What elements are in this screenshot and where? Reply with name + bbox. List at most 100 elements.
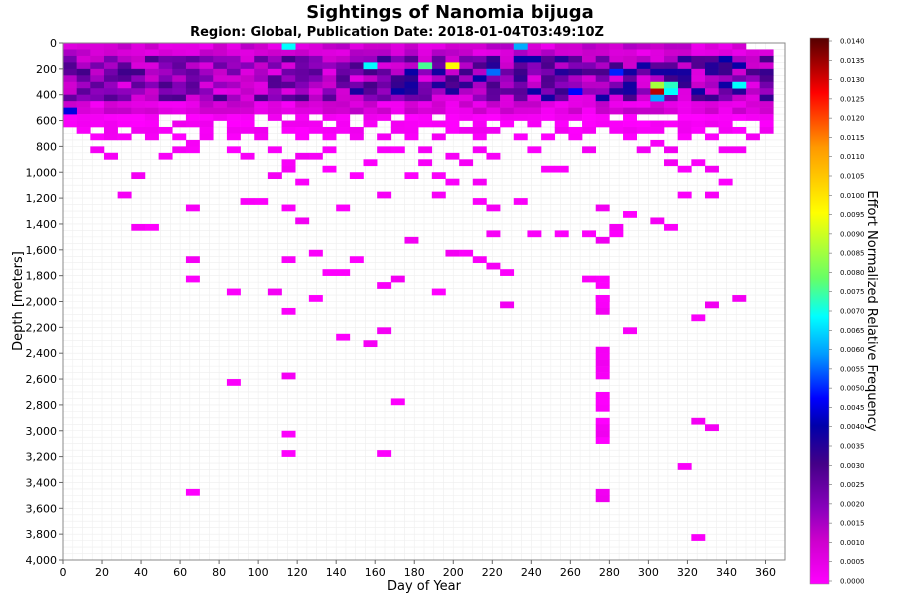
- heatmap-cell: [759, 49, 774, 57]
- heatmap-cell: [431, 62, 446, 70]
- heatmap-cell: [636, 146, 651, 154]
- heatmap-cell: [704, 165, 719, 173]
- heatmap-cell: [582, 94, 597, 102]
- heatmap-cell: [144, 88, 159, 95]
- heatmap-cell: [336, 107, 351, 115]
- heatmap-cell: [90, 133, 105, 141]
- heatmap-cell: [117, 107, 132, 115]
- heatmap-cell: [595, 62, 610, 70]
- heatmap-cell: [636, 49, 651, 57]
- heatmap-cell: [199, 75, 214, 83]
- heatmap-cell: [322, 75, 337, 83]
- heatmap-cell: [554, 55, 569, 63]
- colorbar-tick-label: 0.0085: [840, 250, 865, 258]
- heatmap-cell: [759, 62, 774, 70]
- y-tick-label: 600: [36, 115, 57, 128]
- heatmap-cell: [732, 43, 747, 50]
- heatmap-cell: [377, 88, 392, 95]
- heatmap-cell: [486, 204, 501, 212]
- heatmap-cell: [199, 55, 214, 63]
- y-tick-label: 1,800: [26, 270, 58, 283]
- heatmap-cell: [90, 68, 105, 76]
- y-axis-label: Depth [meters]: [11, 251, 26, 351]
- heatmap-cell: [595, 236, 610, 244]
- heatmap-cell: [431, 55, 446, 63]
- heatmap-cell: [527, 146, 542, 154]
- heatmap-cell: [404, 114, 419, 121]
- heatmap-cell: [568, 114, 583, 121]
- heatmap-cell: [281, 62, 296, 70]
- heatmap-cell: [445, 114, 460, 121]
- heatmap-cell: [144, 223, 159, 231]
- heatmap-cell: [226, 88, 241, 95]
- heatmap-cell: [459, 127, 474, 134]
- heatmap-cell: [595, 391, 610, 399]
- x-tick-label: 300: [638, 566, 659, 579]
- heatmap-cell: [445, 88, 460, 95]
- heatmap-cell: [459, 94, 474, 102]
- heatmap-cell: [527, 230, 542, 238]
- heatmap-cell: [281, 75, 296, 83]
- heatmap-cell: [363, 68, 378, 76]
- heatmap-cell: [90, 88, 105, 95]
- heatmap-cell: [595, 107, 610, 115]
- heatmap-cell: [691, 417, 706, 425]
- heatmap-cell: [131, 75, 146, 83]
- heatmap-cell: [664, 101, 678, 108]
- heatmap-cell: [718, 114, 733, 121]
- heatmap-cell: [336, 88, 351, 95]
- heatmap-cell: [131, 49, 146, 57]
- heatmap-cell: [240, 49, 255, 57]
- heatmap-cell: [636, 107, 651, 115]
- x-tick-label: 120: [287, 566, 308, 579]
- heatmap-cell: [322, 146, 337, 154]
- heatmap-cell: [90, 120, 105, 128]
- heatmap-cell: [349, 55, 364, 63]
- heatmap-cell: [363, 340, 378, 348]
- heatmap-cell: [554, 120, 569, 128]
- heatmap-cell: [582, 75, 597, 83]
- heatmap-cell: [185, 114, 200, 121]
- heatmap-cell: [308, 75, 323, 83]
- heatmap-cell: [281, 450, 296, 457]
- y-tick-label: 2,600: [26, 373, 58, 386]
- heatmap-cell: [418, 159, 433, 167]
- heatmap-cell: [144, 55, 159, 63]
- heatmap-cell: [609, 81, 624, 89]
- heatmap-cell: [718, 107, 733, 115]
- heatmap-cell: [322, 107, 337, 115]
- heatmap-cell: [582, 62, 597, 70]
- heatmap-cell: [431, 43, 446, 50]
- heatmap-cell: [500, 49, 515, 57]
- heatmap-cell: [527, 43, 542, 50]
- heatmap-cell: [90, 101, 105, 108]
- colorbar-tick-label: 0.0130: [840, 76, 865, 84]
- heatmap-cell: [172, 107, 187, 115]
- heatmap-cell: [226, 146, 241, 154]
- heatmap-cell: [759, 88, 774, 95]
- heatmap-cell: [568, 62, 583, 70]
- heatmap-cell: [240, 88, 255, 95]
- heatmap-cell: [636, 120, 651, 128]
- heatmap-cell: [390, 75, 405, 83]
- x-tick-label: 140: [326, 566, 347, 579]
- heatmap-cell: [623, 75, 637, 83]
- heatmap-cell: [158, 152, 173, 160]
- heatmap-cell: [500, 62, 515, 70]
- heatmap-cell: [500, 301, 515, 309]
- heatmap-cell: [582, 88, 597, 95]
- heatmap-cell: [295, 107, 310, 115]
- heatmap-cell: [308, 152, 323, 160]
- heatmap-cell: [650, 49, 665, 57]
- heatmap-cell: [472, 178, 487, 186]
- heatmap-cell: [308, 295, 323, 302]
- heatmap-cell: [664, 159, 678, 167]
- heatmap-cell: [677, 127, 692, 134]
- heatmap-cell: [185, 94, 200, 102]
- colorbar-tick-label: 0.0000: [840, 578, 865, 586]
- heatmap-cell: [595, 346, 610, 354]
- heatmap-cell: [541, 165, 556, 173]
- heatmap-cell: [90, 49, 105, 57]
- heatmap-cell: [623, 120, 637, 128]
